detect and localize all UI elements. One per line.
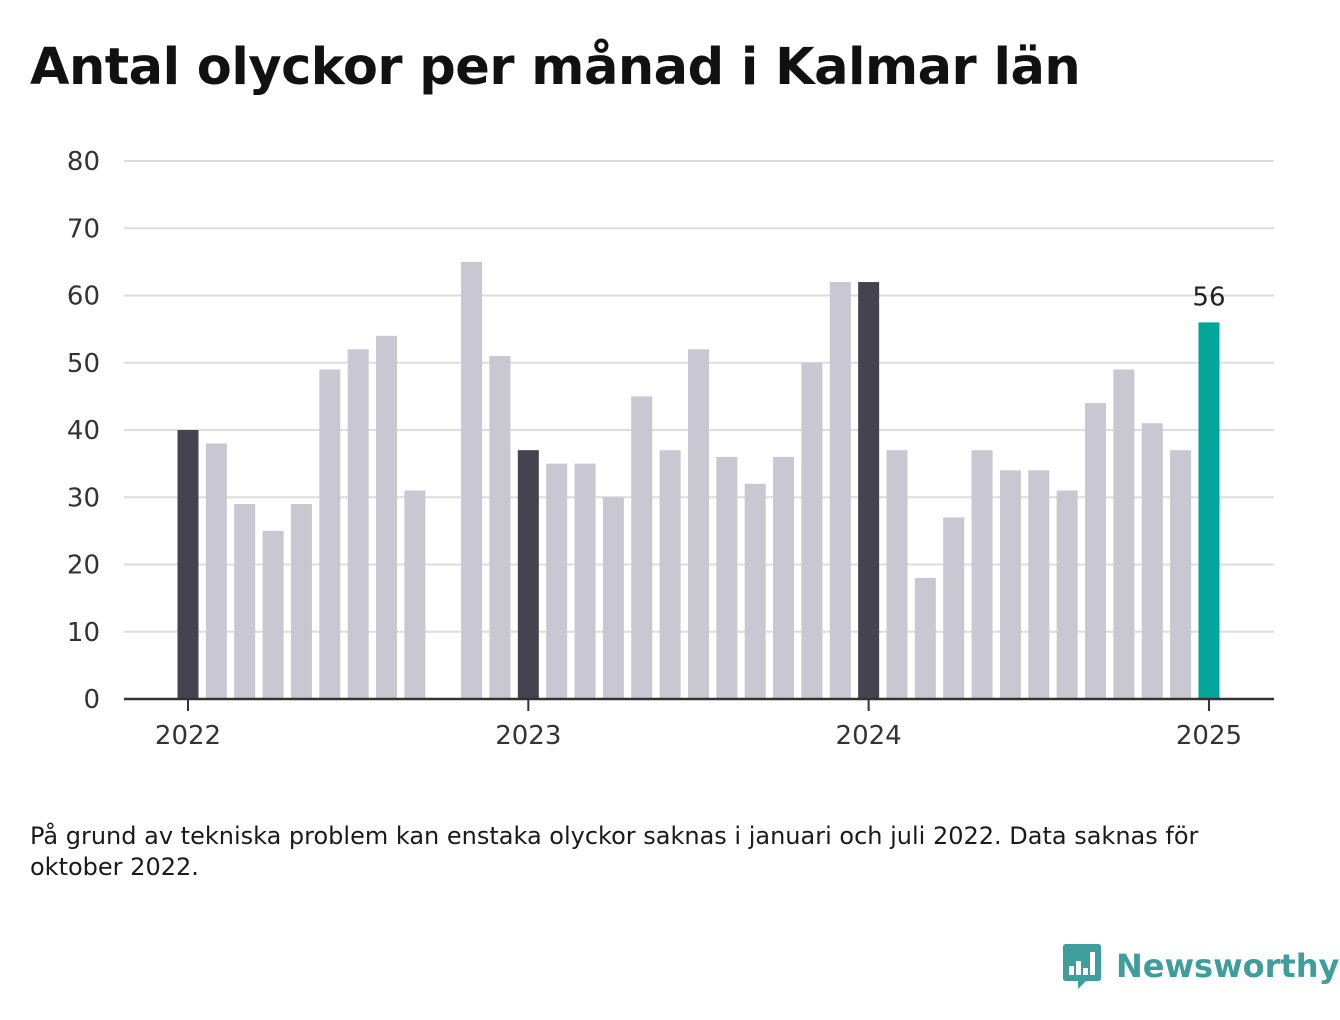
data-label-2025-01: 56	[1192, 282, 1225, 312]
bar-2024-09	[1085, 403, 1107, 699]
bar-2023-12	[829, 282, 851, 699]
bar-2023-05	[631, 396, 653, 699]
bar-2023-07	[687, 349, 709, 699]
bar-2023-06	[659, 450, 681, 699]
bar-2022-12	[489, 356, 511, 699]
bar-2022-01	[177, 430, 199, 699]
bar-2024-07	[1028, 470, 1050, 699]
bar-2023-03	[574, 463, 596, 699]
x-tick-label-2024: 2024	[836, 721, 902, 751]
bar-chart: 0 10 20 30 40 50 60 70 80 2022 2023 2024 2025 56	[67, 147, 1274, 751]
bar-2022-02	[205, 443, 227, 699]
bar-2022-11	[461, 261, 483, 699]
y-tick-label-0: 0	[83, 685, 100, 715]
bar-2024-01	[858, 282, 880, 699]
bar-2023-11	[801, 362, 823, 699]
bar-2023-04	[602, 497, 624, 699]
bar-2025-01	[1198, 322, 1220, 699]
bar-2023-10	[773, 456, 795, 699]
bar-2022-04	[262, 530, 284, 699]
bar-2022-05	[290, 503, 312, 699]
tick-labels: 0 10 20 30 40 50 60 70 80 2022 2023 2024 2025 56	[67, 147, 1242, 751]
y-tick-label-30: 30	[67, 483, 100, 513]
bar-2022-09	[404, 490, 426, 699]
bar-2024-02	[886, 450, 908, 699]
bar-2023-08	[716, 456, 738, 699]
bars	[177, 261, 1220, 699]
newsworthy-brand: Newsworthy	[1062, 940, 1339, 992]
bar-2022-08	[376, 335, 398, 699]
bar-2022-07	[347, 349, 369, 699]
x-axis	[124, 697, 1274, 711]
y-tick-label-80: 80	[67, 147, 100, 177]
y-tick-label-60: 60	[67, 282, 100, 312]
bar-2024-04	[943, 517, 965, 699]
y-tick-label-70: 70	[67, 214, 100, 244]
y-tick-label-10: 10	[67, 618, 100, 648]
bar-2024-08	[1056, 490, 1078, 699]
x-tick-label-2025: 2025	[1176, 721, 1242, 751]
newsworthy-logo-icon	[1063, 944, 1101, 989]
x-tick-label-2023: 2023	[495, 721, 561, 751]
bar-2023-09	[744, 483, 766, 699]
bar-2024-10	[1113, 369, 1135, 699]
bar-2024-12	[1170, 450, 1192, 699]
chart-title: Antal olyckor per månad i Kalmar län	[30, 38, 1081, 97]
bar-2022-06	[319, 369, 341, 699]
bar-2023-01	[517, 450, 539, 699]
y-tick-label-20: 20	[67, 551, 100, 581]
x-tick-label-2022: 2022	[155, 721, 221, 751]
y-tick-label-50: 50	[67, 349, 100, 379]
bar-2022-03	[234, 503, 256, 699]
bar-2023-02	[546, 463, 568, 699]
y-tick-label-40: 40	[67, 416, 100, 446]
footnote: På grund av tekniska problem kan enstaka…	[30, 822, 1199, 881]
bar-2024-05	[971, 450, 993, 699]
bar-2024-11	[1141, 423, 1163, 699]
brand-name: Newsworthy	[1116, 947, 1340, 985]
bar-2024-03	[914, 577, 936, 699]
bar-2024-06	[999, 470, 1021, 699]
